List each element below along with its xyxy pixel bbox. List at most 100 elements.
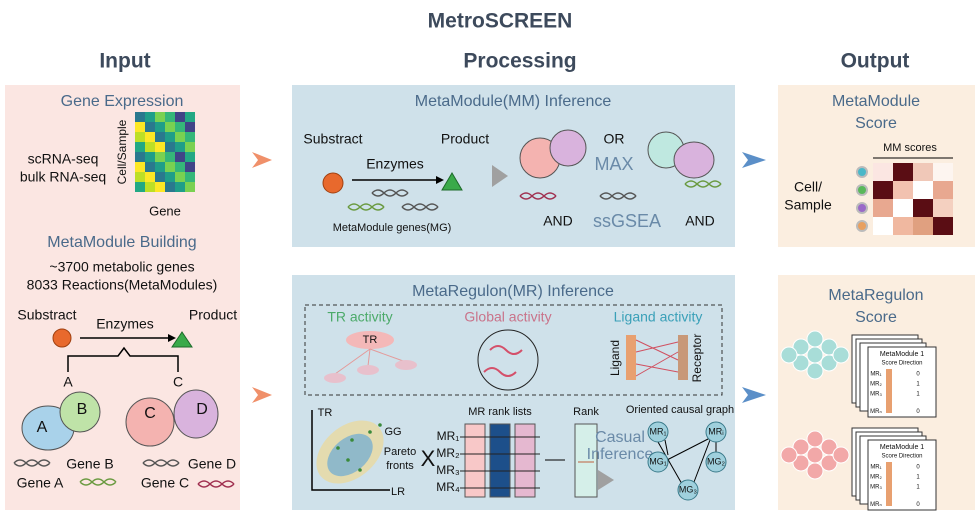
edge — [657, 437, 717, 485]
heatmap-cell — [135, 112, 145, 122]
protein — [673, 141, 715, 179]
heatmap-cell — [185, 132, 195, 142]
arrow — [168, 334, 176, 342]
score-cell — [873, 199, 893, 217]
dna — [13, 459, 51, 467]
label: D — [196, 401, 208, 418]
label: Gene D — [188, 456, 236, 472]
label: 1 — [916, 475, 920, 481]
card — [867, 439, 937, 511]
heatmap-cell — [135, 142, 145, 152]
heatmap-cell — [155, 112, 165, 122]
score-cell — [893, 181, 913, 199]
label: Receptor — [690, 334, 704, 383]
point — [336, 446, 340, 450]
label: MR₄ — [436, 480, 460, 494]
heatmap-cell — [165, 162, 175, 172]
heatmap-cell — [155, 132, 165, 142]
label: bulk RNA-seq — [20, 169, 106, 185]
heatmap-cell — [145, 172, 155, 182]
score-cell — [933, 181, 953, 199]
heatmap-cell — [135, 132, 145, 142]
label: 0 — [916, 502, 920, 508]
tr-node — [346, 331, 394, 349]
label: MetaModule genes(MG) — [333, 222, 452, 234]
heatmap-cell — [175, 182, 185, 192]
cell — [820, 454, 838, 472]
score-cell — [873, 217, 893, 235]
heatmap-cell — [145, 112, 155, 122]
heatmap-cell — [185, 152, 195, 162]
section-title: MetaRegulon — [828, 287, 923, 304]
substrate-icon — [322, 172, 344, 194]
page-title: MetroSCREEN — [428, 10, 573, 33]
label: MR₂ — [870, 382, 882, 388]
heatmap-cell — [145, 122, 155, 132]
cell — [820, 354, 838, 372]
card — [867, 346, 937, 418]
heatmap-cell — [165, 132, 175, 142]
protein — [173, 389, 219, 439]
graph-node — [705, 451, 727, 473]
score-cell — [873, 181, 893, 199]
label: ssGSEA — [593, 211, 661, 231]
label: MRₙ — [870, 409, 882, 415]
label: Score Direction — [881, 454, 922, 460]
heatmap-cell — [135, 172, 145, 182]
heatmap-cell — [175, 122, 185, 132]
receptor-bar — [678, 335, 688, 380]
label: Gene B — [66, 456, 113, 472]
cell-dot — [856, 166, 868, 178]
score-cell — [913, 163, 933, 181]
graph-node — [647, 421, 669, 443]
point — [346, 458, 350, 462]
column-header: Input — [99, 50, 150, 73]
heatmap-cell — [185, 142, 195, 152]
label: MR₃ — [436, 463, 460, 477]
score-cell — [933, 163, 953, 181]
product-icon — [441, 172, 463, 191]
label: Gene C — [141, 475, 189, 491]
heatmap-cell — [155, 152, 165, 162]
substrate-icon — [52, 328, 72, 348]
heatmap-cell — [135, 162, 145, 172]
target — [357, 365, 379, 375]
score-cell — [893, 199, 913, 217]
protein — [125, 397, 175, 447]
heatmap-cell — [175, 162, 185, 172]
section-title: MetaModule Building — [47, 234, 196, 251]
circle — [477, 329, 539, 391]
step-arrow — [598, 470, 614, 490]
label: OR — [604, 131, 625, 147]
score-cell — [873, 163, 893, 181]
graph-node — [647, 451, 669, 473]
front — [327, 433, 373, 477]
label: MR₂ — [870, 475, 882, 481]
point — [350, 438, 354, 442]
heatmap-cell — [145, 142, 155, 152]
arrow — [742, 152, 766, 403]
heatmap-cell — [155, 142, 165, 152]
label: fronts — [386, 460, 414, 472]
heatmap-cell — [165, 172, 175, 182]
heatmap-cell — [185, 112, 195, 122]
point — [378, 423, 382, 427]
label: Enzymes — [96, 316, 154, 332]
label: Rank — [573, 406, 599, 418]
label: Enzymes — [366, 156, 424, 172]
section-title: Gene Expression — [61, 93, 184, 110]
label: AND — [543, 213, 573, 229]
score-cell — [893, 163, 913, 181]
dna — [142, 459, 180, 467]
label: Inference — [587, 446, 654, 463]
cell — [832, 346, 850, 364]
cell-dot — [856, 184, 868, 196]
score-cell — [933, 199, 953, 217]
cell — [806, 446, 824, 464]
cell — [780, 446, 798, 464]
label: X — [421, 446, 436, 471]
label: Score Direction — [881, 361, 922, 367]
heatmap-cell — [175, 112, 185, 122]
label: Gene A — [17, 475, 64, 491]
